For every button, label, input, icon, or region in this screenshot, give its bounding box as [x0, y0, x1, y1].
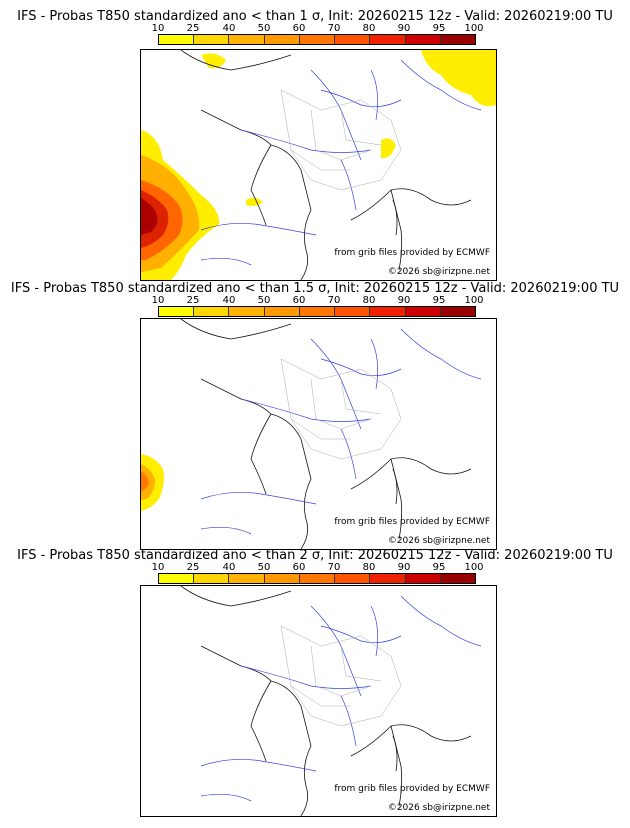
legend-swatch [370, 307, 406, 316]
legend-tick: 80 [362, 23, 376, 34]
legend-swatch [264, 35, 300, 44]
legend-tick: 100 [464, 562, 484, 573]
legend-swatch [370, 35, 406, 44]
probability-field [141, 454, 164, 511]
legend-swatch [229, 35, 265, 44]
map-panel-1-5sigma: IFS - Probas T850 standardized ano < tha… [0, 281, 630, 553]
legend-tick: 25 [186, 23, 200, 34]
legend-tick: 40 [222, 295, 236, 306]
admin-boundaries [280, 358, 402, 460]
legend-swatch [229, 307, 265, 316]
admin-boundaries [280, 625, 402, 727]
credit-copyright: ©2026 sb@irizpne.net [387, 803, 490, 813]
legend-tick: 60 [292, 562, 306, 573]
legend-swatch [264, 307, 300, 316]
panel-title: IFS - Probas T850 standardized ano < tha… [17, 9, 613, 24]
credit-source: from grib files provided by ECMWF [334, 517, 490, 527]
legend-tick: 10 [151, 295, 165, 306]
legend-swatch [229, 574, 265, 583]
map-frame: from grib files provided by ECMWF ©2026 … [140, 318, 497, 550]
legend-tick-labels: 10 25 40 50 60 70 80 90 95 100 [140, 295, 500, 307]
legend-tick: 95 [432, 562, 446, 573]
legend-swatch [335, 307, 371, 316]
legend-swatch [159, 35, 195, 44]
coastline [180, 319, 472, 549]
map-panel-1sigma: IFS - Probas T850 standardized ano < tha… [0, 9, 630, 281]
legend-swatch [405, 307, 441, 316]
rivers [200, 595, 482, 802]
legend-swatch [194, 35, 230, 44]
legend-swatch [159, 307, 195, 316]
legend-swatch [440, 574, 475, 583]
legend-tick-labels: 10 25 40 50 60 70 80 90 95 100 [140, 23, 500, 35]
map-frame: from grib files provided by ECMWF ©2026 … [140, 49, 497, 281]
france-map [141, 50, 496, 280]
legend-tick: 50 [257, 23, 271, 34]
legend-tick: 100 [464, 23, 484, 34]
legend-tick: 95 [432, 23, 446, 34]
legend-tick: 70 [327, 23, 341, 34]
legend-tick: 80 [362, 295, 376, 306]
legend-tick: 40 [222, 23, 236, 34]
credit-copyright: ©2026 sb@irizpne.net [387, 536, 490, 546]
legend-tick: 50 [257, 562, 271, 573]
probability-field [141, 50, 496, 280]
france-map [180, 586, 482, 816]
legend-tick: 100 [464, 295, 484, 306]
france-map [141, 319, 482, 549]
legend-swatch [264, 574, 300, 583]
credit-source: from grib files provided by ECMWF [334, 784, 490, 794]
legend-tick: 25 [186, 295, 200, 306]
panel-title: IFS - Probas T850 standardized ano < tha… [17, 548, 613, 563]
rivers [200, 59, 482, 266]
map-frame: from grib files provided by ECMWF ©2026 … [140, 585, 497, 817]
legend-swatch [405, 35, 441, 44]
legend-tick: 25 [186, 562, 200, 573]
admin-boundaries [280, 89, 402, 191]
legend-swatch [440, 35, 475, 44]
legend-swatch [194, 574, 230, 583]
color-legend-bar [158, 34, 476, 45]
legend-swatch [299, 307, 336, 316]
legend-tick: 10 [151, 562, 165, 573]
color-legend-bar [158, 573, 476, 584]
legend-swatch [370, 574, 406, 583]
legend-swatch [405, 574, 441, 583]
legend-tick: 50 [257, 295, 271, 306]
coastline [180, 50, 472, 280]
legend-tick: 90 [397, 295, 411, 306]
legend-swatch [335, 574, 371, 583]
legend-swatch [335, 35, 371, 44]
map-panel-2sigma: IFS - Probas T850 standardized ano < tha… [0, 548, 630, 820]
legend-tick: 90 [397, 562, 411, 573]
coastline [180, 586, 472, 816]
legend-tick-labels: 10 25 40 50 60 70 80 90 95 100 [140, 562, 500, 574]
rivers [200, 328, 482, 535]
legend-tick: 70 [327, 295, 341, 306]
legend-swatch [299, 35, 336, 44]
credit-source: from grib files provided by ECMWF [334, 248, 490, 258]
legend-tick: 60 [292, 23, 306, 34]
legend-tick: 80 [362, 562, 376, 573]
panel-title: IFS - Probas T850 standardized ano < tha… [10, 281, 620, 296]
legend-tick: 60 [292, 295, 306, 306]
credit-copyright: ©2026 sb@irizpne.net [387, 267, 490, 277]
legend-swatch [159, 574, 195, 583]
legend-swatch [194, 307, 230, 316]
legend-swatch [299, 574, 336, 583]
legend-swatch [440, 307, 475, 316]
legend-tick: 90 [397, 23, 411, 34]
legend-tick: 70 [327, 562, 341, 573]
color-legend-bar [158, 306, 476, 317]
legend-tick: 95 [432, 295, 446, 306]
legend-tick: 40 [222, 562, 236, 573]
legend-tick: 10 [151, 23, 165, 34]
